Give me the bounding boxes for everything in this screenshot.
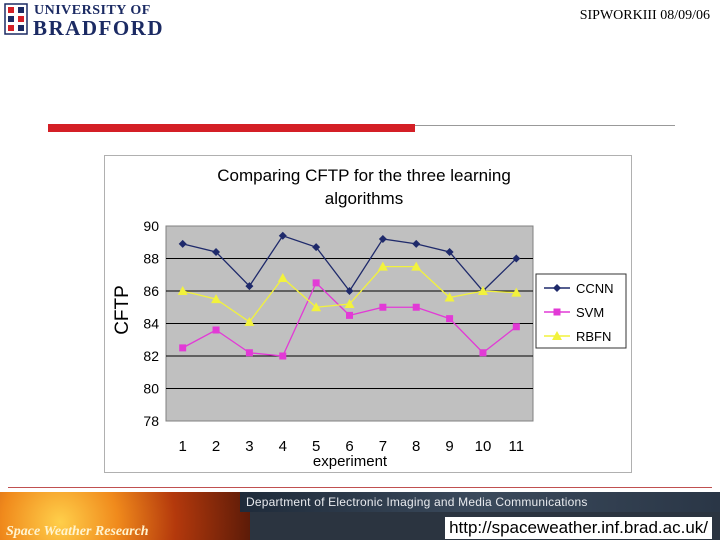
website-url: http://spaceweather.inf.brad.ac.uk/ [445,517,712,539]
data-point [245,349,253,357]
data-point [378,235,387,243]
y-axis-ticks: 90 88 86 84 82 80 78 [143,218,159,429]
x-tick-label: 6 [345,438,353,455]
chart-title-line-2: algorithms [325,189,403,208]
data-point [244,316,255,326]
series-rbfn [177,261,522,326]
y-tick-label: 90 [143,218,159,234]
data-point [412,303,420,311]
data-point [479,349,487,357]
x-tick-label: 11 [509,438,525,455]
department-strip [240,492,720,512]
x-tick-label: 4 [279,438,287,455]
data-point [311,302,322,312]
divider-rule [415,125,675,126]
data-point [312,279,320,287]
data-point [212,326,220,334]
x-tick-label: 8 [412,438,420,455]
data-point [552,331,562,340]
footer-banner: Department of Electronic Imaging and Med… [0,492,720,540]
data-point [277,273,288,282]
y-tick-label: 80 [143,381,159,397]
data-point [553,284,561,292]
x-tick-label: 5 [312,438,320,455]
data-point [245,282,254,291]
data-point [511,287,522,297]
x-tick-label: 9 [445,438,453,455]
y-axis-label: CFTP [112,285,133,335]
data-point [553,308,561,316]
data-point [344,299,355,308]
space-weather-research-title: Space Weather Research [6,524,149,539]
data-point [512,254,521,263]
data-point [179,344,187,352]
cftp-line-chart: Comparing CFTP for the three learning al… [112,166,627,470]
data-point [346,311,353,319]
university-logo: UNIVERSITY OF BRADFORD [4,2,176,40]
data-point [445,248,454,256]
legend-label: CCNN [576,281,614,296]
data-point [444,292,455,302]
y-tick-label: 86 [143,283,159,299]
accent-rule [48,124,415,132]
data-point [377,261,388,271]
x-axis-label: experiment [313,453,388,470]
data-point [512,323,520,331]
x-tick-label: 10 [475,438,492,455]
y-tick-label: 84 [143,316,159,332]
y-tick-label: 82 [143,348,159,364]
department-name: Department of Electronic Imaging and Med… [246,495,588,509]
x-axis-ticks: 1 2 3 4 5 6 7 8 9 10 11 [179,438,525,455]
header-event-date: SIPWORKIII 08/09/06 [579,8,710,23]
data-point [477,286,488,295]
x-tick-label: 3 [245,438,253,455]
data-point [412,239,421,248]
data-point [312,243,321,252]
x-tick-label: 7 [379,438,387,455]
data-point [212,248,221,256]
x-tick-label: 1 [179,438,187,455]
series-lines [177,231,522,360]
data-point [446,315,454,323]
y-tick-label: 78 [143,413,159,429]
legend-label: SVM [576,305,604,320]
data-point [345,287,354,295]
data-point [211,294,222,304]
sun-image [0,492,250,540]
y-tick-label: 88 [143,251,159,267]
logo-line-university-of: UNIVERSITY OF [34,3,151,18]
data-point [178,239,187,248]
x-tick-label: 2 [212,438,220,455]
footer-rule [8,487,712,488]
logo-line-bradford: BRADFORD [33,16,164,40]
data-point [279,352,287,360]
data-point [177,286,188,295]
university-crest-icon [4,3,28,35]
chart-legend: CCNN SVM RBFN [535,273,627,349]
legend-label: RBFN [576,329,611,344]
chart-title-line-1: Comparing CFTP for the three learning [217,166,511,185]
data-point [411,261,422,271]
data-point [278,231,287,240]
data-point [379,303,387,311]
series-svm [179,279,520,360]
